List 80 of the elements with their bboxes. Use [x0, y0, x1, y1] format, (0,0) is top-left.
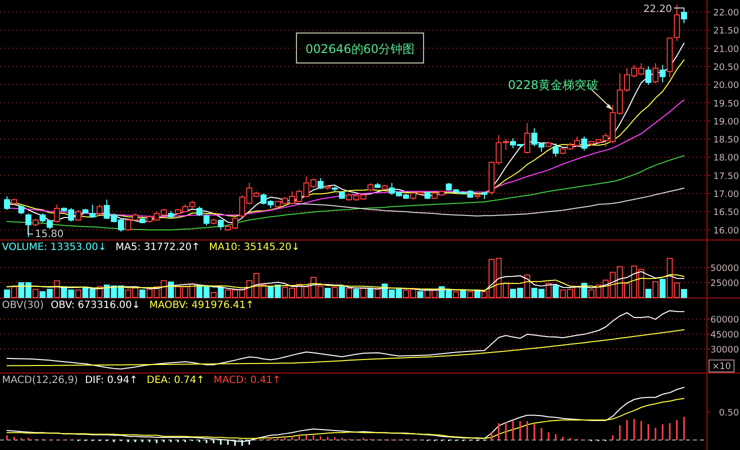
text: MACD: 0.41↑	[214, 375, 281, 386]
bar	[645, 288, 652, 298]
y-tick-label: 21.50	[713, 26, 740, 37]
bar	[4, 290, 10, 298]
y-tick-label: 20.50	[713, 62, 740, 73]
chart-title: MACD(12,26,9)	[2, 375, 78, 386]
bar	[218, 287, 224, 298]
bar	[139, 290, 146, 298]
candlestick	[581, 136, 588, 152]
y-tick-label: 17.50	[713, 172, 740, 182]
text: OBV: 673316.00↓	[50, 300, 140, 311]
y-tick-label: 50000	[710, 264, 740, 274]
bar	[452, 291, 459, 298]
y-tick-label: 20.00	[713, 81, 740, 92]
text: DEA: 0.74↑	[146, 375, 205, 386]
y-tick-label: 60000	[710, 316, 740, 326]
text: 002646的60分钟图	[305, 42, 415, 56]
bar	[324, 288, 331, 298]
line-series	[6, 310, 684, 370]
line-series	[6, 155, 684, 230]
bar	[681, 289, 687, 298]
bar	[524, 274, 530, 298]
line-series	[6, 329, 684, 366]
candlestick	[652, 62, 658, 84]
candlestick	[552, 142, 559, 157]
y-tick-label: 21.00	[713, 44, 740, 55]
y-tick-label: 30000	[710, 346, 740, 356]
bar	[338, 286, 345, 298]
y-tick-label: 25000	[710, 279, 740, 290]
bar	[332, 286, 338, 298]
y-tick-label: 16.00	[713, 226, 740, 236]
candlestick	[318, 178, 324, 190]
candlestick	[660, 64, 666, 83]
text: MA5: 31772.20↑	[116, 242, 200, 253]
annotation: 22.20	[643, 4, 672, 15]
bar	[11, 286, 18, 298]
bar	[660, 278, 666, 298]
candlestick	[4, 196, 10, 210]
text: VOLUME: 13353.00↓	[2, 242, 107, 253]
candlestick	[18, 204, 24, 215]
bar	[75, 290, 82, 298]
bar	[360, 288, 366, 298]
bar	[32, 288, 39, 298]
candlestick	[54, 204, 60, 224]
y-tick-label: 45000	[710, 330, 740, 340]
bar	[460, 290, 466, 298]
bar	[652, 281, 658, 298]
bar	[374, 288, 381, 298]
bar	[54, 280, 60, 298]
annotation: 15.80	[35, 229, 64, 240]
bar	[346, 288, 352, 298]
text: DIF: 0.94↑	[84, 375, 138, 386]
text: MA10: 35145.20↓	[209, 242, 300, 253]
bar	[353, 288, 360, 298]
text: MAOBV: 491976.41↑	[149, 300, 254, 311]
text: 0.50	[718, 408, 740, 418]
bar	[467, 291, 474, 298]
y-tick-label: 18.50	[713, 136, 740, 146]
candlestick	[218, 219, 224, 230]
y-tick-label: 16.50	[713, 208, 740, 218]
bar	[210, 292, 217, 298]
bar	[367, 288, 374, 298]
y-tick-label: 22.00	[713, 8, 740, 18]
bar	[417, 291, 424, 298]
candlestick	[25, 212, 32, 238]
y-tick-label: 19.00	[713, 117, 740, 128]
candlestick	[75, 209, 82, 222]
annotation: 0228黄金梯突破	[508, 78, 599, 92]
y-tick-label: 19.50	[713, 99, 740, 110]
candlestick	[196, 206, 202, 217]
bar	[546, 282, 552, 298]
y-tick-label: 17.00	[713, 190, 740, 200]
y-tick-label: 18.00	[713, 154, 740, 164]
y-axis-title: ×10	[712, 362, 732, 372]
candlestick	[524, 122, 530, 154]
candlestick	[204, 214, 210, 226]
chart-title: OBV(30)	[2, 300, 44, 311]
candlestick	[96, 204, 103, 216]
candlestick	[645, 66, 652, 86]
bar	[552, 285, 559, 298]
